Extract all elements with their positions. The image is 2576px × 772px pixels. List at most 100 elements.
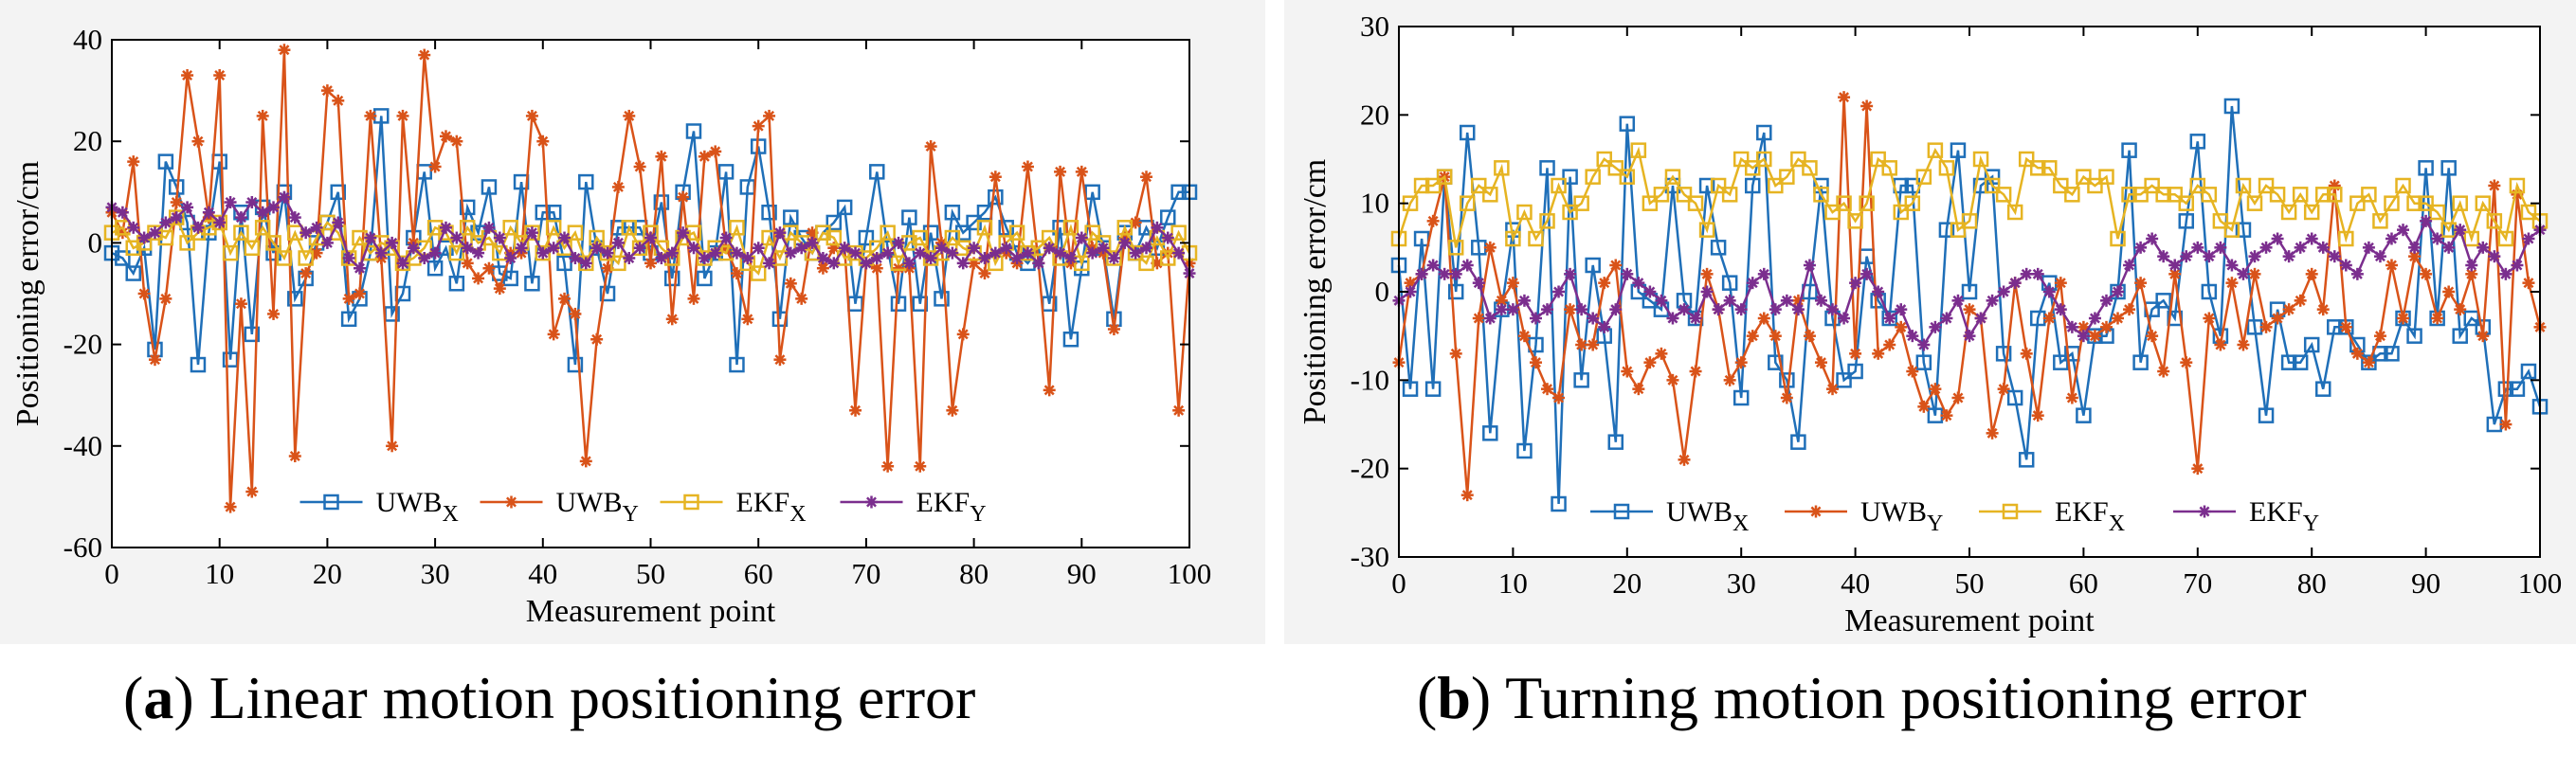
- a-point-0-79: [954, 224, 971, 241]
- b-point-0-65: [2132, 354, 2149, 370]
- a-point-3-9: [202, 206, 215, 219]
- b-point-2-25: [1676, 187, 1693, 203]
- b-point-1-27: [1700, 267, 1714, 280]
- b-point-0-6: [1459, 124, 1476, 141]
- b-point-1-20: [1621, 365, 1634, 378]
- a-xtick-label-1: 10: [205, 557, 234, 590]
- b-point-2-31: [1744, 160, 1761, 176]
- b-point-3-76: [2259, 241, 2273, 254]
- b-point-2-61: [2087, 177, 2103, 194]
- b-point-0-15: [1562, 169, 1578, 185]
- b-point-2-62: [2098, 169, 2114, 185]
- b-point-3-77: [2271, 232, 2284, 245]
- b-point-1-26: [1689, 365, 1702, 378]
- b-point-0-93: [2452, 328, 2468, 344]
- b-point-3-65: [2134, 241, 2148, 254]
- a-point-1-18: [299, 267, 313, 280]
- a-point-2-93: [1106, 250, 1122, 266]
- b-point-0-46: [1915, 354, 1932, 370]
- b-point-1-18: [1598, 277, 1611, 290]
- b-legend-label-1: UWBY: [1860, 496, 1943, 536]
- b-legend-sub-1: Y: [1927, 512, 1943, 536]
- b-point-1-94: [2465, 267, 2478, 280]
- a-point-2-22: [340, 250, 357, 266]
- caption-b: (b) Turning motion positioning error: [1417, 664, 2307, 731]
- a-point-2-49: [631, 240, 648, 257]
- a-point-0-17: [287, 291, 303, 307]
- a-point-0-36: [492, 265, 508, 281]
- a-point-3-11: [224, 196, 237, 209]
- b-legend-marker-2: [2002, 503, 2019, 520]
- b-point-2-81: [2314, 187, 2331, 203]
- b-point-3-51: [1974, 312, 1987, 325]
- a-point-1-99: [1172, 404, 1186, 417]
- b-point-2-47: [1927, 142, 1944, 158]
- a-point-2-94: [1116, 220, 1134, 236]
- b-point-2-87: [2384, 195, 2400, 211]
- b-point-3-68: [2168, 259, 2182, 272]
- a-point-3-61: [763, 257, 776, 270]
- b-point-3-6: [1460, 259, 1474, 272]
- b-point-0-29: [1721, 275, 1738, 291]
- b-point-2-3: [1424, 177, 1442, 194]
- a-xtick-label-0: 0: [104, 557, 119, 590]
- a-point-3-15: [267, 201, 281, 214]
- b-point-1-13: [1541, 383, 1554, 396]
- a-point-3-60: [752, 242, 765, 255]
- b-point-3-70: [2191, 241, 2204, 254]
- b-point-1-95: [2476, 330, 2490, 343]
- a-point-2-46: [599, 244, 616, 261]
- b-point-0-94: [2463, 310, 2480, 327]
- b-point-1-83: [2339, 320, 2352, 333]
- b-legend-sub-0: X: [1732, 512, 1749, 536]
- a-point-0-77: [934, 291, 950, 307]
- b-point-0-79: [2292, 354, 2309, 370]
- a-point-3-43: [569, 251, 582, 264]
- a-point-0-30: [426, 260, 444, 277]
- b-xtick-label-9: 90: [2411, 566, 2440, 600]
- b-point-2-4: [1436, 169, 1453, 185]
- a-point-2-18: [298, 250, 314, 266]
- a-point-0-61: [761, 204, 777, 221]
- a-point-3-54: [687, 242, 700, 255]
- b-point-0-3: [1424, 381, 1442, 397]
- b-point-2-38: [1824, 204, 1841, 221]
- b-point-2-98: [2509, 177, 2526, 194]
- a-point-2-72: [880, 224, 896, 241]
- a-point-3-72: [881, 246, 895, 260]
- b-point-0-11: [1516, 442, 1533, 459]
- a-point-2-62: [771, 250, 789, 266]
- b-xtick-label-2: 20: [1612, 566, 1642, 600]
- a-point-1-32: [450, 135, 463, 148]
- b-point-3-45: [1906, 330, 1919, 343]
- a-point-3-89: [1064, 251, 1078, 264]
- a-point-2-75: [912, 229, 928, 246]
- a-point-3-21: [332, 216, 345, 229]
- a-ytick-label-0: -60: [63, 530, 102, 564]
- a-point-2-96: [1138, 255, 1154, 272]
- a-point-1-51: [655, 150, 668, 163]
- b-point-2-54: [2006, 204, 2023, 221]
- b-point-2-34: [1779, 169, 1795, 185]
- b-point-2-69: [2178, 195, 2195, 211]
- a-point-1-7: [181, 69, 194, 82]
- b-point-0-53: [1995, 346, 2012, 362]
- a-point-1-58: [730, 267, 743, 280]
- b-point-3-34: [1780, 294, 1793, 307]
- a-xtick-label-2: 20: [313, 557, 342, 590]
- a-ytick-label-2: -20: [63, 328, 102, 361]
- b-series-ekf-x: [1390, 142, 2549, 256]
- b-point-3-87: [2385, 232, 2398, 245]
- b-point-3-95: [2476, 241, 2490, 254]
- b-point-0-19: [1607, 434, 1624, 450]
- a-point-3-23: [354, 261, 367, 275]
- b-point-1-56: [2031, 409, 2044, 422]
- b-point-1-62: [2099, 320, 2113, 333]
- b-point-1-41: [1860, 99, 1874, 113]
- a-point-3-3: [137, 231, 151, 244]
- b-xtick-label-6: 60: [2069, 566, 2098, 600]
- a-point-1-33: [461, 257, 474, 270]
- a-point-3-55: [698, 251, 711, 264]
- a-point-0-31: [438, 240, 454, 257]
- b-point-3-40: [1849, 277, 1862, 290]
